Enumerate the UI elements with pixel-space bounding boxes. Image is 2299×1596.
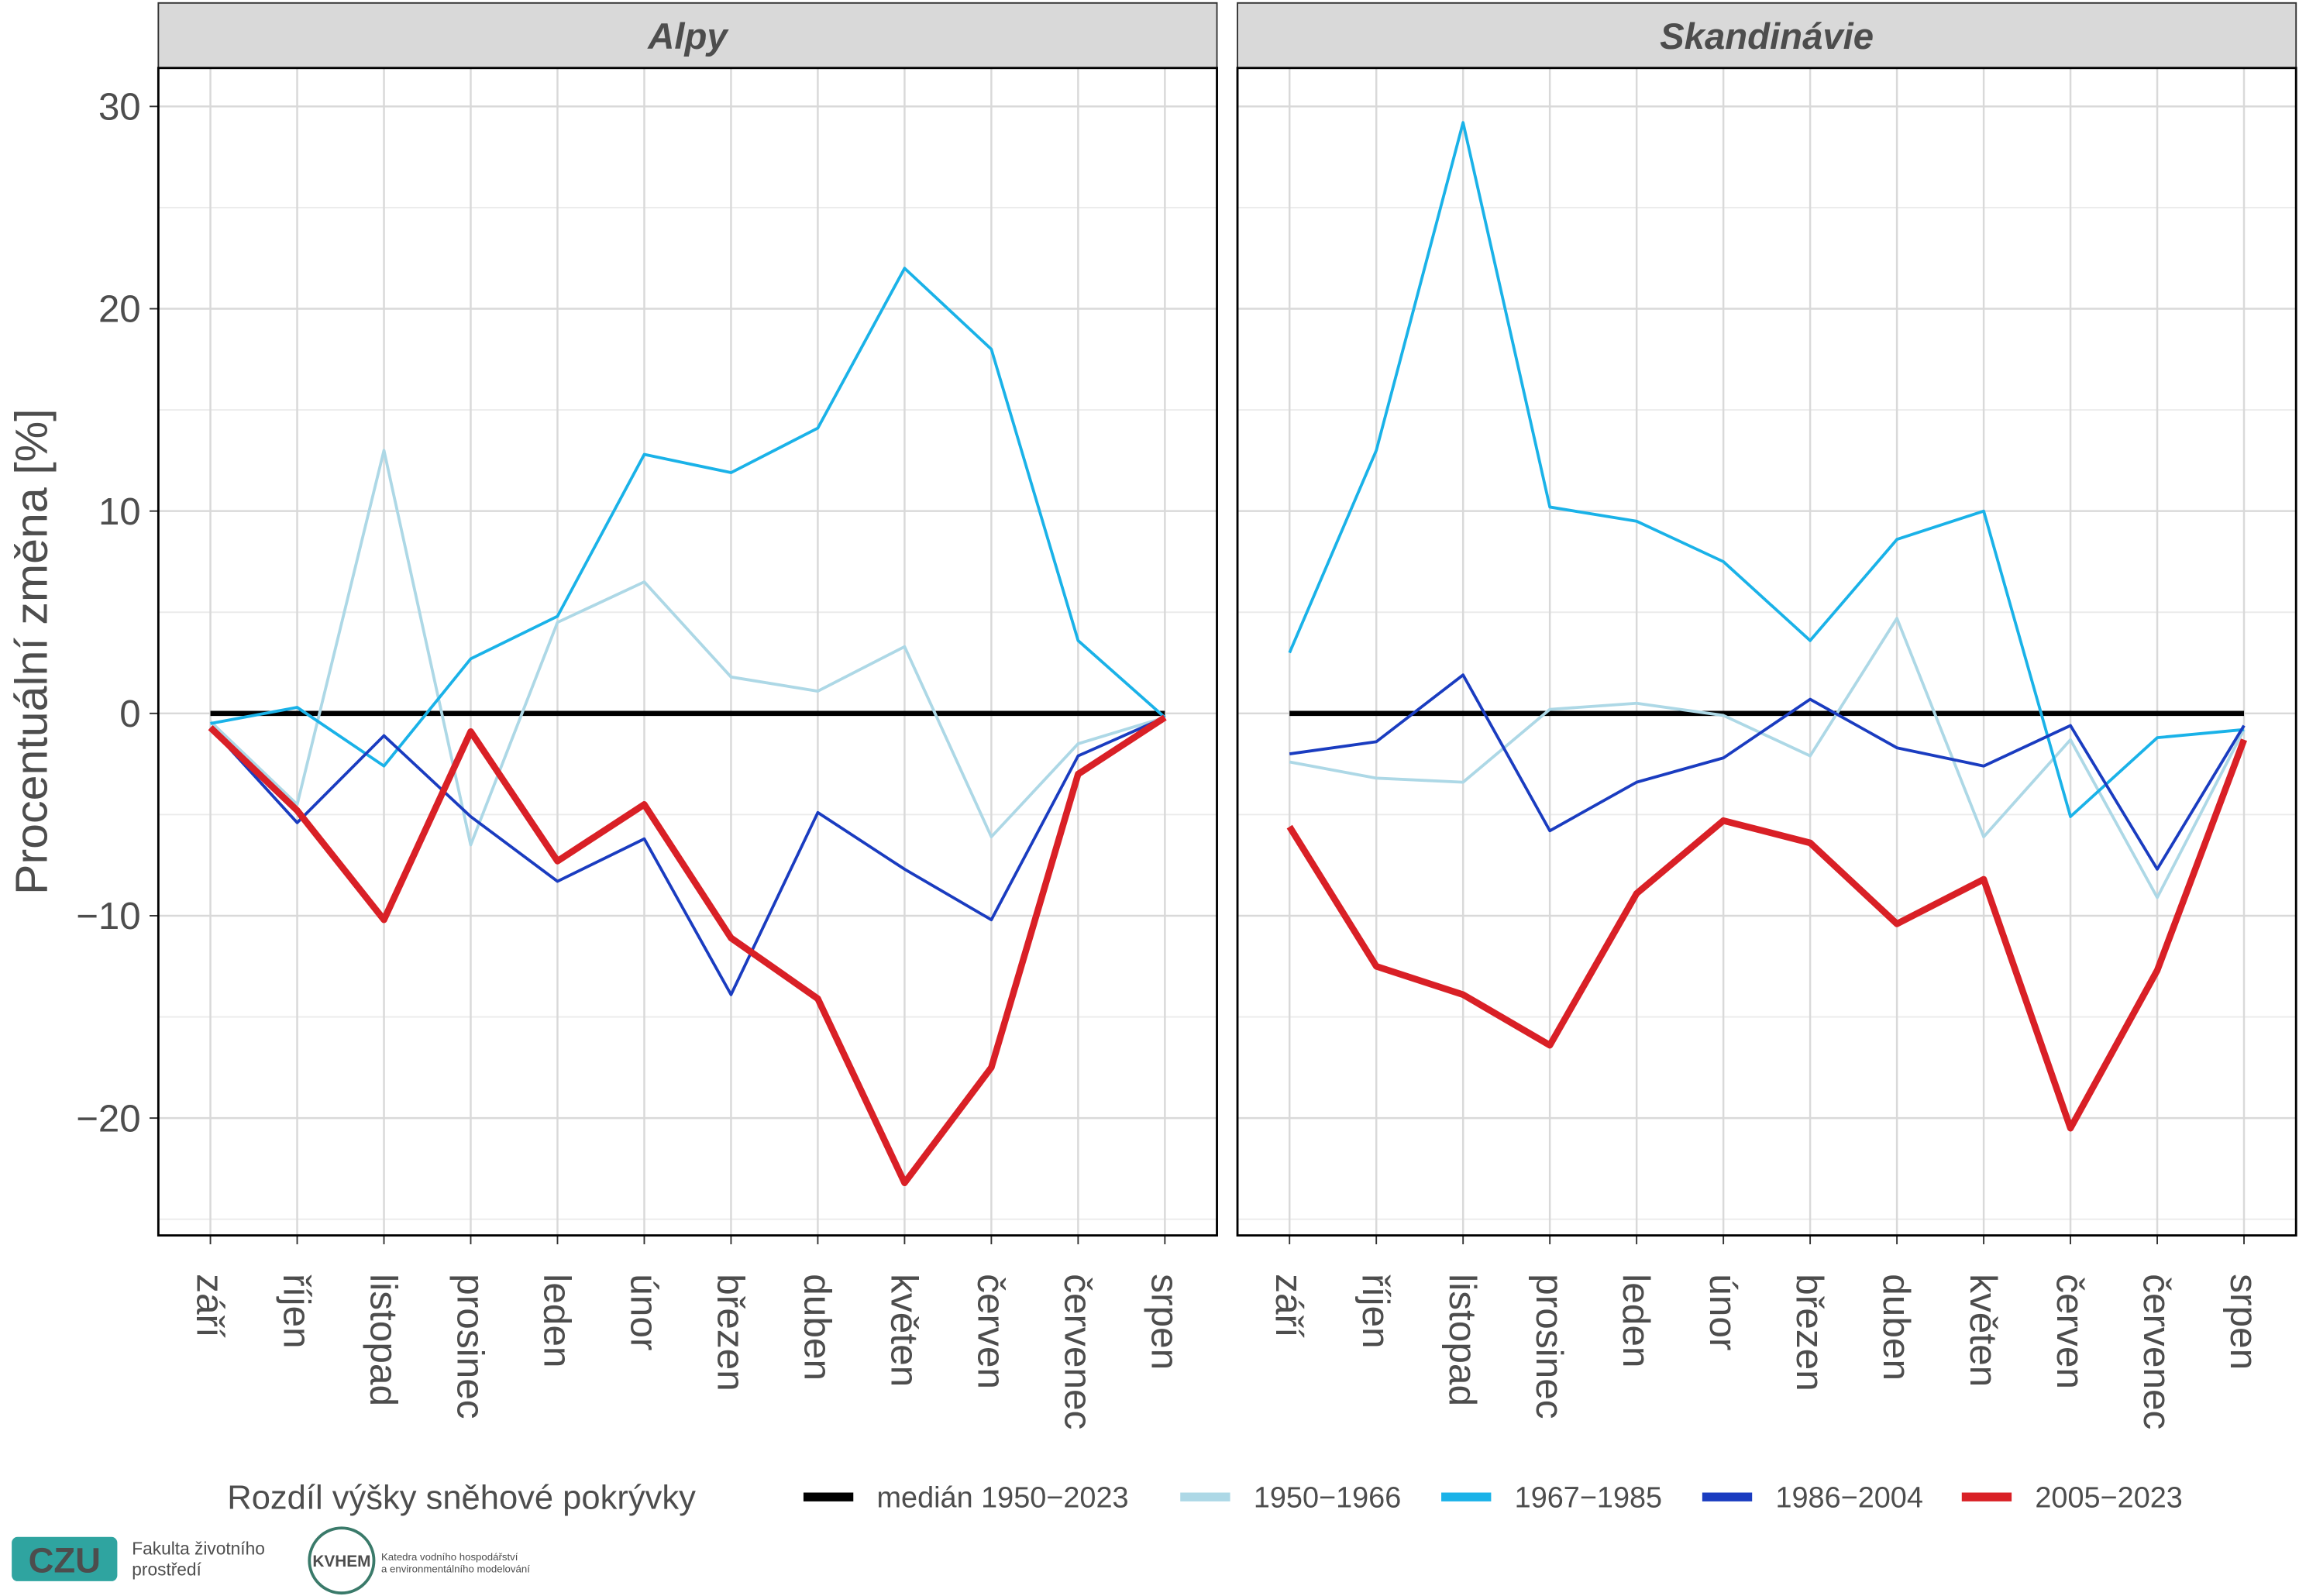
logo-text: CZU [29,1540,101,1580]
x-tick-label: červen [2049,1274,2091,1389]
x-tick-label: květen [1962,1274,2005,1387]
x-tick-label: říjen [276,1274,318,1348]
series-line [1286,738,2248,1132]
legend-item: medián 1950−2023 [803,1481,1129,1515]
legend-label: medián 1950−2023 [877,1481,1129,1514]
legend-label: 1950−1966 [1254,1481,1401,1514]
x-tick-label: únor [1702,1274,1744,1350]
legend-label: 1986−2004 [1775,1481,1922,1514]
logo-mark [308,1526,376,1595]
x-tick-label: únor [622,1274,665,1350]
x-tick-label: červenec [1056,1274,1099,1429]
x-tick-label: listopad [1441,1274,1484,1406]
logo-text: a environmentálního modelování [381,1563,530,1574]
panel-title: Alpy [647,16,729,57]
series-line [210,267,1166,768]
panel-border [1236,67,2297,1237]
series-line [1289,673,2246,871]
strip [157,2,1218,69]
legend-title: Rozdíl výšky sněhové pokrývky [227,1478,696,1516]
x-tick-label: leden [1615,1274,1657,1367]
x-tick-label: březen [709,1274,752,1391]
panel-title: Skandinávie [1660,16,1874,57]
x-tick-label: červenec [2136,1274,2178,1429]
x-tick-label: leden [535,1274,578,1367]
legend-item: 1967−1985 [1441,1481,1662,1515]
x-tick-label: duben [796,1274,838,1381]
series-line [208,714,1167,1186]
logo-text: Fakulta životního [132,1539,265,1559]
x-tick-label: říjen [1354,1274,1397,1348]
x-tick-label: květen [883,1274,925,1387]
y-tick-label: 0 [119,693,140,735]
legend-item: 1986−2004 [1702,1481,1923,1515]
legend-label: 2005−2023 [2035,1481,2182,1514]
series-line [1288,121,2245,818]
y-tick-label: 20 [98,288,141,331]
x-tick-label: srpen [2222,1274,2265,1370]
logo-czu: CZU Fakulta životního prostředí KVHEM Ka… [12,1526,530,1595]
series-line [209,716,1166,996]
x-tick-label: září [189,1274,232,1338]
x-tick-label: březen [1788,1274,1831,1391]
legend-label: 1967−1985 [1515,1481,1662,1514]
y-tick-label: −10 [76,895,140,937]
strip [1237,2,2297,69]
x-tick-label: duben [1875,1274,1918,1381]
x-tick-label: listopad [363,1274,405,1406]
y-tick-label: −20 [76,1097,140,1140]
legend-item: 2005−2023 [1961,1481,2183,1515]
logo-text: Katedra vodního hospodářství [381,1551,518,1563]
x-tick-label: prosinec [1528,1274,1571,1419]
y-tick-label: 10 [98,490,141,533]
logo-text: KVHEM [312,1553,370,1570]
x-tick-label: srpen [1143,1274,1186,1370]
legend-item: 1950−1966 [1180,1481,1401,1515]
x-tick-label: prosinec [449,1274,492,1419]
x-tick-label: září [1268,1274,1310,1338]
y-axis-title: Procentuální změna [%] [7,408,57,895]
logo-text: prostředí [132,1559,201,1579]
series-line [209,449,1165,847]
panel-border [157,67,1218,1237]
series-line [1289,617,2246,899]
x-tick-label: červen [969,1274,1012,1389]
y-tick-label: 30 [98,85,141,128]
logo-mark [12,1536,118,1581]
